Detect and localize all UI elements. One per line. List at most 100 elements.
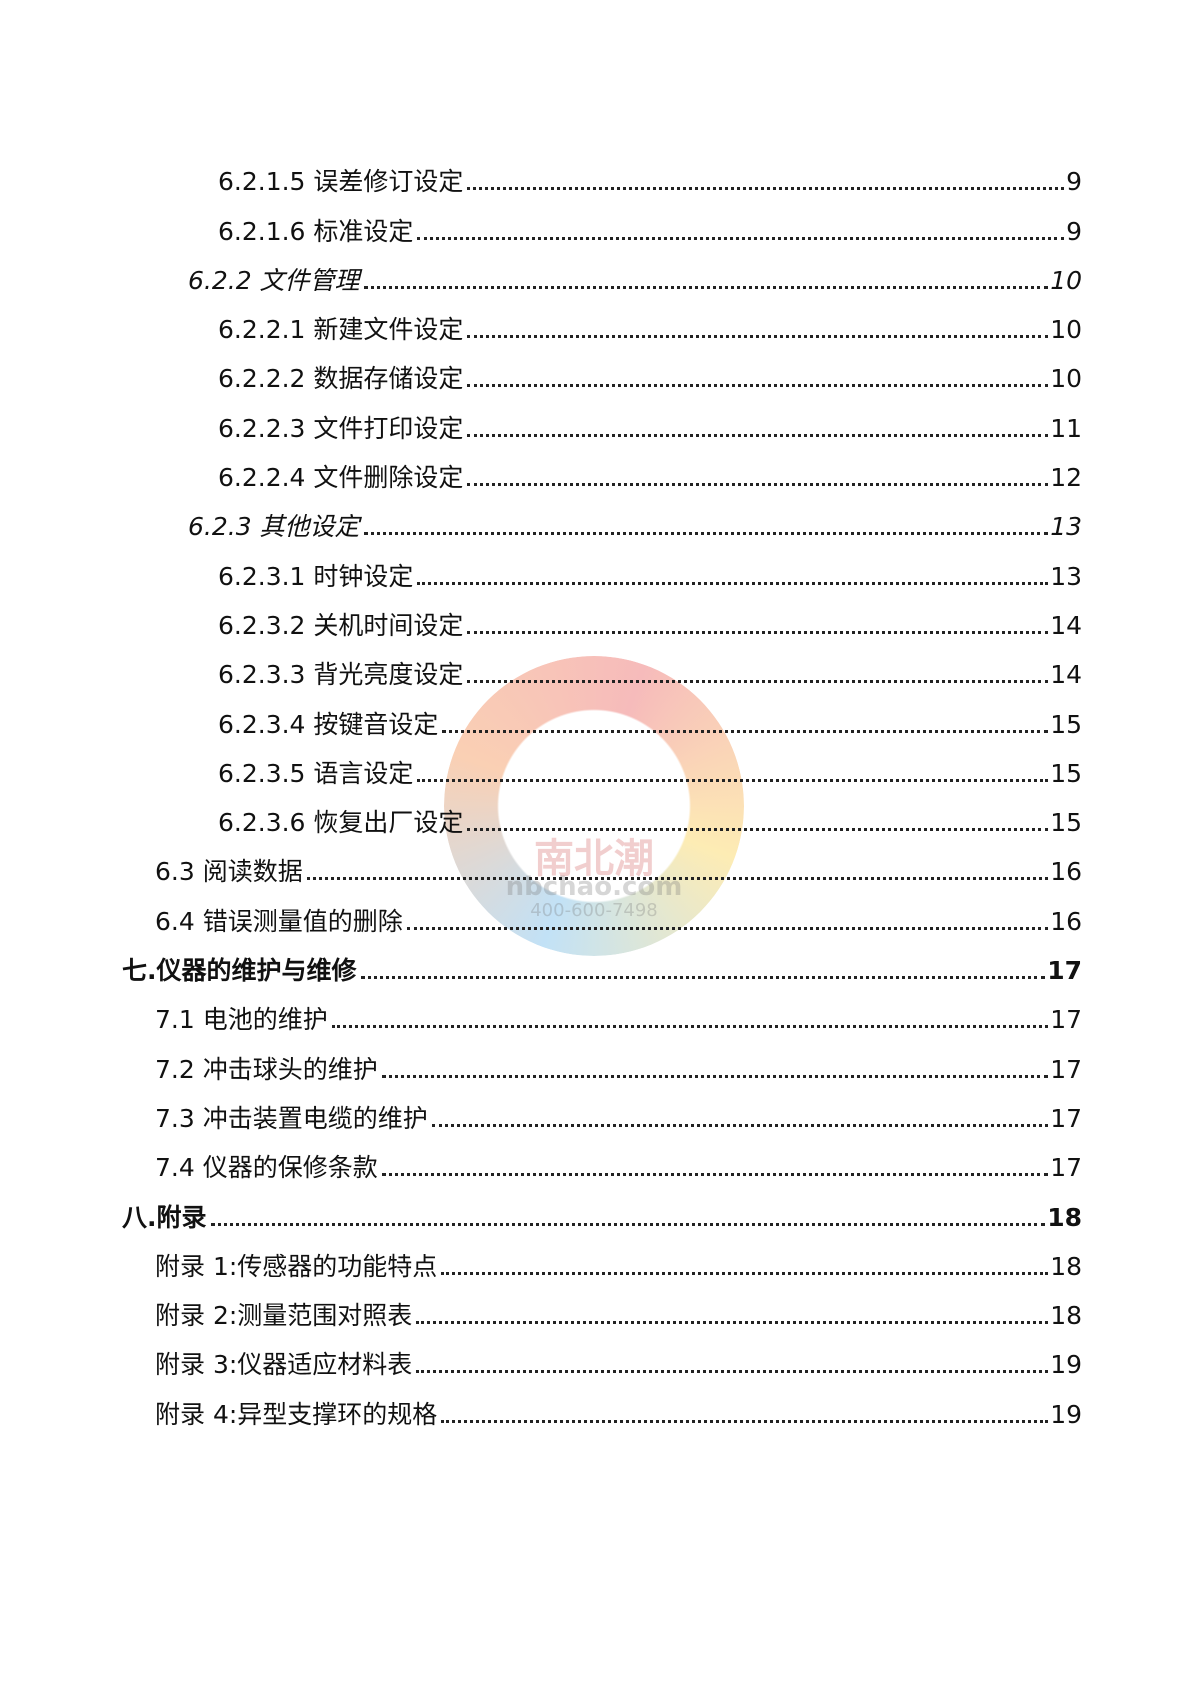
toc-entry-page: 10 bbox=[1050, 315, 1082, 345]
toc-entry-title: 6.2.2.4 文件删除设定 bbox=[218, 463, 464, 493]
watermark-phone: 400-600-7498 bbox=[530, 900, 658, 921]
toc-entry-title: 6.2.2.2 数据存储设定 bbox=[218, 364, 464, 394]
toc-entry-title: 7.3 冲击装置电缆的维护 bbox=[155, 1103, 428, 1133]
toc-entry-title: 6.2.1.5 误差修订设定 bbox=[218, 167, 464, 197]
toc-entry-page: 9 bbox=[1066, 167, 1082, 197]
toc-entry[interactable]: 7.3 冲击装置电缆的维护 17 bbox=[0, 1087, 1082, 1136]
dot-leader bbox=[360, 976, 1046, 980]
toc-entry[interactable]: 附录 4:异型支撑环的规格 19 bbox=[0, 1382, 1082, 1431]
toc-entry-page: 16 bbox=[1050, 906, 1082, 936]
toc-entry[interactable]: 6.2.1.5 误差修订设定 9 bbox=[0, 150, 1082, 199]
dot-leader bbox=[363, 285, 1049, 289]
dot-leader bbox=[381, 1074, 1049, 1078]
dot-leader bbox=[467, 433, 1049, 437]
toc-entry[interactable]: 6.2.3.4 按键音设定 15 bbox=[0, 692, 1082, 741]
toc-entry-page: 11 bbox=[1050, 413, 1082, 443]
toc-entry-title: 6.2.1.6 标准设定 bbox=[218, 216, 414, 246]
toc-entry-page: 10 bbox=[1050, 364, 1082, 394]
dot-leader bbox=[441, 1419, 1049, 1423]
toc-entry-title: 八.附录 bbox=[122, 1202, 207, 1232]
dot-leader bbox=[467, 384, 1049, 388]
toc-entry-page: 10 bbox=[1050, 265, 1082, 295]
dot-leader bbox=[467, 680, 1049, 684]
toc-entry-page: 19 bbox=[1050, 1350, 1082, 1380]
toc-entry-page: 18 bbox=[1050, 1301, 1082, 1331]
toc-entry-title: 6.2.3 其他设定 bbox=[188, 512, 360, 542]
dot-leader bbox=[210, 1222, 1046, 1226]
toc-entry-title: 6.2.2.3 文件打印设定 bbox=[218, 413, 464, 443]
toc-entry[interactable]: 7.1 电池的维护 17 bbox=[0, 988, 1082, 1037]
toc-entry[interactable]: 6.2.3.5 语言设定 15 bbox=[0, 742, 1082, 791]
toc-entry[interactable]: 6.2.2.3 文件打印设定 11 bbox=[0, 396, 1082, 445]
toc-entry[interactable]: 附录 3:仪器适应材料表 19 bbox=[0, 1333, 1082, 1382]
toc-entry-page: 16 bbox=[1050, 857, 1082, 887]
dot-leader bbox=[467, 187, 1065, 191]
toc-entry[interactable]: 6.2.1.6 标准设定 9 bbox=[0, 199, 1082, 248]
toc-entry[interactable]: 7.2 冲击球头的维护 17 bbox=[0, 1037, 1082, 1086]
toc-entry-title: 6.2.3.1 时钟设定 bbox=[218, 561, 414, 591]
toc-entry-title: 附录 4:异型支撑环的规格 bbox=[155, 1399, 438, 1429]
toc-entry-title: 6.2.3.3 背光亮度设定 bbox=[218, 660, 464, 690]
toc-entry-page: 18 bbox=[1047, 1202, 1082, 1232]
toc-entry[interactable]: 6.2.3.1 时钟设定 13 bbox=[0, 544, 1082, 593]
toc-entry-page: 18 bbox=[1050, 1251, 1082, 1281]
toc-entry-title: 附录 3:仪器适应材料表 bbox=[155, 1350, 413, 1380]
toc-entry[interactable]: 6.2.3.3 背光亮度设定 14 bbox=[0, 643, 1082, 692]
toc-entry-page: 13 bbox=[1050, 561, 1082, 591]
toc-entry-title: 7.2 冲击球头的维护 bbox=[155, 1054, 378, 1084]
toc-entry-title: 七.仪器的维护与维修 bbox=[122, 956, 357, 986]
toc-entry-page: 17 bbox=[1050, 1103, 1082, 1133]
dot-leader bbox=[363, 532, 1049, 536]
toc-entry[interactable]: 八.附录 18 bbox=[0, 1185, 1082, 1234]
toc-entry[interactable]: 附录 2:测量范围对照表 18 bbox=[0, 1284, 1082, 1333]
toc-entry[interactable]: 6.3 阅读数据 16 bbox=[0, 840, 1082, 889]
toc-entry[interactable]: 6.2.3.2 关机时间设定 14 bbox=[0, 594, 1082, 643]
toc-entry-title: 6.2.3.2 关机时间设定 bbox=[218, 610, 464, 640]
dot-leader bbox=[442, 729, 1049, 733]
toc-entry[interactable]: 6.2.2.2 数据存储设定 10 bbox=[0, 347, 1082, 396]
watermark-logo-ring bbox=[444, 656, 744, 956]
dot-leader bbox=[441, 1271, 1049, 1275]
toc-entry-page: 15 bbox=[1050, 709, 1082, 739]
watermark-logo-text: 南北潮 bbox=[534, 835, 654, 882]
toc-entry[interactable]: 7.4 仪器的保修条款 17 bbox=[0, 1136, 1082, 1185]
dot-leader bbox=[467, 483, 1049, 487]
toc-entry-page: 13 bbox=[1050, 512, 1082, 542]
dot-leader bbox=[467, 828, 1049, 832]
toc-entry-title: 6.4 错误测量值的删除 bbox=[155, 906, 403, 936]
toc-entry-page: 19 bbox=[1050, 1399, 1082, 1429]
toc-entry[interactable]: 6.2.2.4 文件删除设定 12 bbox=[0, 446, 1082, 495]
toc-entry[interactable]: 6.2.2 文件管理 10 bbox=[0, 249, 1082, 298]
toc-entry-title: 7.4 仪器的保修条款 bbox=[155, 1153, 378, 1183]
toc-entry[interactable]: 七.仪器的维护与维修 17 bbox=[0, 939, 1082, 988]
dot-leader bbox=[417, 236, 1065, 240]
toc-entry[interactable]: 6.2.3.6 恢复出厂设定 15 bbox=[0, 791, 1082, 840]
toc-entry-page: 15 bbox=[1050, 758, 1082, 788]
toc-entry-page: 17 bbox=[1050, 1054, 1082, 1084]
dot-leader bbox=[306, 877, 1049, 881]
dot-leader bbox=[417, 778, 1049, 782]
toc-entry[interactable]: 6.2.2.1 新建文件设定 10 bbox=[0, 298, 1082, 347]
toc-entry[interactable]: 6.2.3 其他设定 13 bbox=[0, 495, 1082, 544]
toc-entry-title: 6.2.2.1 新建文件设定 bbox=[218, 315, 464, 345]
toc-entry-title: 6.3 阅读数据 bbox=[155, 857, 303, 887]
dot-leader bbox=[467, 335, 1049, 339]
dot-leader bbox=[331, 1025, 1049, 1029]
toc-entry-title: 6.2.3.4 按键音设定 bbox=[218, 709, 439, 739]
dot-leader bbox=[406, 926, 1049, 930]
toc-entry-title: 7.1 电池的维护 bbox=[155, 1005, 328, 1035]
toc-entry-title: 6.2.2 文件管理 bbox=[188, 265, 360, 295]
toc-entry-title: 附录 1:传感器的功能特点 bbox=[155, 1251, 438, 1281]
table-of-contents: 6.2.1.5 误差修订设定 9 6.2.1.6 标准设定 9 6.2.2 文件管理 10… bbox=[0, 150, 1200, 1432]
toc-entry[interactable]: 附录 1:传感器的功能特点 18 bbox=[0, 1235, 1082, 1284]
dot-leader bbox=[416, 1370, 1049, 1374]
dot-leader bbox=[417, 581, 1049, 585]
dot-leader bbox=[467, 630, 1049, 634]
toc-entry[interactable]: 6.4 错误测量值的删除 16 bbox=[0, 889, 1082, 938]
toc-entry-page: 14 bbox=[1050, 610, 1082, 640]
toc-entry-page: 15 bbox=[1050, 808, 1082, 838]
toc-entry-title: 附录 2:测量范围对照表 bbox=[155, 1301, 413, 1331]
toc-entry-page: 17 bbox=[1050, 1153, 1082, 1183]
dot-leader bbox=[381, 1173, 1049, 1177]
toc-entry-page: 17 bbox=[1047, 956, 1082, 986]
